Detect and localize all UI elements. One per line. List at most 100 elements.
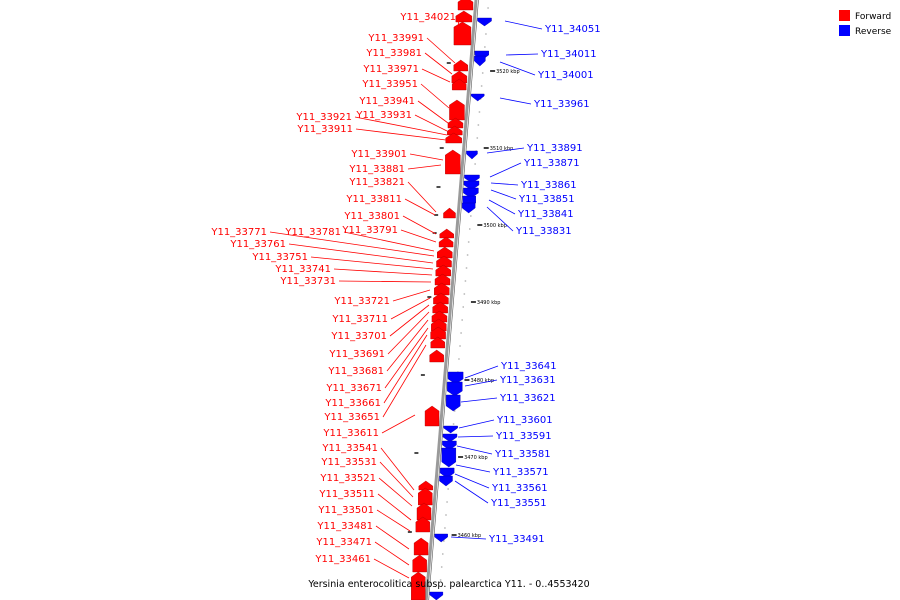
gene-label-reverse: Y11_33601 — [496, 415, 553, 426]
gene-label-forward: Y11_33971 — [362, 64, 419, 75]
reverse-gene — [441, 447, 457, 468]
gene-label-reverse: Y11_33621 — [499, 393, 556, 404]
gene-label-forward: Y11_33991 — [367, 33, 424, 44]
gene-label-forward: Y11_33921 — [295, 112, 352, 123]
reverse-gene — [446, 394, 461, 412]
forward-gene — [418, 480, 434, 491]
forward-gene — [413, 537, 429, 556]
gene-label-forward: Y11_33681 — [327, 366, 384, 377]
forward-gene — [457, 0, 474, 11]
forward-gene — [429, 349, 444, 363]
gene-label-reverse: Y11_33641 — [500, 361, 557, 372]
legend-label-forward: Forward — [855, 12, 891, 22]
gene-label-forward: Y11_33801 — [343, 211, 400, 222]
gene-label-reverse: Y11_33591 — [495, 431, 552, 442]
leader-line-forward — [389, 304, 430, 337]
gene-label-reverse: Y11_33871 — [523, 158, 580, 169]
gene-label-forward: Y11_33481 — [316, 521, 373, 532]
leader-line-reverse — [488, 199, 516, 215]
leader-line-reverse — [450, 536, 487, 540]
gene-label-reverse: Y11_33571 — [492, 467, 549, 478]
gene-label-forward: Y11_33731 — [279, 276, 336, 287]
leader-line-reverse — [455, 464, 491, 473]
leader-line-reverse — [490, 189, 517, 200]
reverse-gene — [474, 55, 486, 67]
forward-gene — [411, 571, 426, 600]
legend: Forward Reverse — [839, 10, 892, 37]
leader-line-forward — [381, 414, 416, 434]
leader-line-forward — [383, 334, 428, 404]
leader-line-forward — [354, 116, 448, 136]
forward-gene — [445, 132, 462, 144]
forward-gene — [447, 125, 463, 136]
legend-label-reverse: Reverse — [855, 27, 892, 37]
forward-gene — [433, 292, 449, 305]
gene-label-forward: Y11_33881 — [348, 164, 405, 175]
gene-label-reverse: Y11_34001 — [537, 70, 594, 81]
leader-line-forward — [380, 447, 415, 491]
leader-line-forward — [402, 215, 437, 235]
reverse-gene — [470, 93, 485, 102]
reverse-gene — [464, 174, 480, 184]
gene-label-reverse: Y11_33491 — [488, 534, 545, 545]
leader-line-reverse — [456, 445, 493, 455]
tick-label: 3510 kbp — [490, 146, 514, 152]
gene-label-forward: Y11_33791 — [341, 225, 398, 236]
map-caption: Yersinia enterocolitica subsp. palearcti… — [307, 579, 589, 590]
leader-line-forward — [377, 493, 412, 521]
gene-label-forward: Y11_33471 — [315, 537, 372, 548]
leader-line-reverse — [464, 379, 498, 387]
leader-line-forward — [387, 311, 430, 355]
forward-gene — [415, 516, 431, 533]
gene-label-forward: Y11_33661 — [324, 398, 381, 409]
leader-line-forward — [333, 268, 433, 276]
tick-label: 3480 kbp — [470, 378, 494, 384]
label-layer: Y11_34021 Y11_33991 Y11_33981 Y11_33971 Y11_… — [210, 12, 601, 579]
gene-label-reverse: Y11_33561 — [491, 483, 548, 494]
backbone-layer — [424, 0, 479, 600]
gene-label-reverse: Y11_33861 — [520, 180, 577, 191]
gene-label-forward: Y11_33611 — [322, 428, 379, 439]
gene-label-forward: Y11_33951 — [361, 79, 418, 90]
tick-label: 3500 kbp — [483, 223, 507, 229]
forward-gene — [451, 78, 467, 91]
leader-line-reverse — [460, 397, 498, 403]
forward-gene — [418, 487, 433, 506]
forward-gene — [439, 228, 454, 239]
leader-line-forward — [424, 52, 453, 75]
gene-label-reverse: Y11_33551 — [490, 498, 547, 509]
leader-line-forward — [390, 297, 431, 320]
leader-line-forward — [376, 509, 411, 532]
forward-gene — [453, 21, 472, 46]
leader-line-reverse — [486, 147, 525, 154]
gene-label-forward: Y11_33541 — [321, 443, 378, 454]
gene-label-forward: Y11_33511 — [318, 489, 375, 500]
gene-layer — [411, 0, 492, 600]
gene-label-reverse: Y11_34051 — [544, 24, 601, 35]
sequence-backbone — [424, 0, 478, 600]
gene-label-reverse: Y11_33841 — [517, 209, 574, 220]
forward-gene — [424, 405, 440, 427]
tick-label: 3490 kbp — [477, 300, 501, 306]
forward-gene — [416, 502, 432, 521]
gene-label-forward: Y11_33691 — [328, 349, 385, 360]
gene-label-forward: Y11_34021 — [399, 12, 456, 23]
forward-gene — [436, 255, 452, 268]
leader-line-forward — [407, 164, 442, 170]
forward-gene — [443, 207, 456, 219]
leader-line-forward — [426, 37, 456, 64]
gene-label-forward: Y11_33651 — [323, 412, 380, 423]
leader-line-forward — [400, 229, 437, 243]
gene-label-forward: Y11_33521 — [319, 473, 376, 484]
gene-label-forward: Y11_33531 — [320, 457, 377, 468]
gene-label-reverse: Y11_33851 — [518, 194, 575, 205]
reverse-gene — [434, 533, 448, 543]
forward-gene — [434, 282, 450, 296]
leader-line-forward — [373, 558, 410, 579]
leader-line-reverse — [499, 97, 532, 105]
gene-label-forward: Y11_33771 — [210, 227, 267, 238]
gene-label-forward: Y11_33781 — [284, 227, 341, 238]
leader-line-forward — [374, 541, 410, 566]
gene-label-reverse: Y11_33831 — [515, 226, 572, 237]
leader-line-forward — [384, 327, 429, 389]
